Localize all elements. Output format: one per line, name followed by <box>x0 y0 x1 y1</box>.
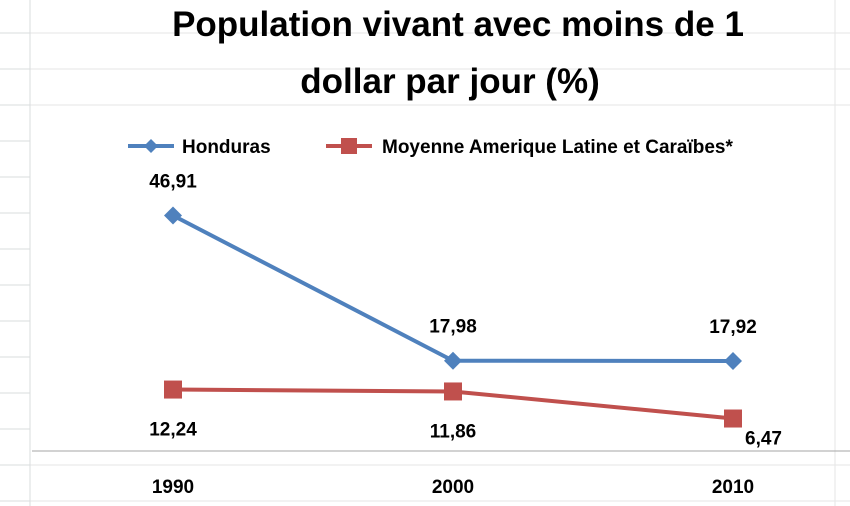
legend-label-series-1: Honduras <box>182 137 271 158</box>
x-tick-label-2010: 2010 <box>712 477 754 498</box>
data-label-series-1-1990: 46,91 <box>149 172 197 193</box>
point-series-2-2000[interactable] <box>444 382 462 401</box>
legend-marker-square <box>341 138 357 154</box>
legend-marker-diamond <box>144 139 158 153</box>
point-series-2-2010[interactable] <box>724 409 742 428</box>
data-label-series-2-1990: 12,24 <box>149 420 197 441</box>
x-tick-label-2000: 2000 <box>432 477 474 498</box>
chart-title: Population vivant avec moins de 1 dollar… <box>172 5 744 101</box>
data-label-series-1-2010: 17,92 <box>709 317 757 338</box>
data-label-series-2-2000: 11,86 <box>430 421 477 442</box>
chart-legend: Honduras Moyenne Amerique Latine et Caraï… <box>128 137 734 158</box>
chart-title-line-2: dollar par jour (%) <box>300 62 599 101</box>
point-series-2-1990[interactable] <box>164 380 182 399</box>
point-series-1-1990[interactable] <box>164 206 182 225</box>
chart-series <box>164 206 742 428</box>
chart-title-line-1: Population vivant avec moins de 1 <box>172 5 744 44</box>
chart-data-labels: 46,91 17,98 17,92 12,24 11,86 6,47 <box>149 172 782 450</box>
data-label-series-1-2000: 17,98 <box>429 317 477 338</box>
line-series-1 <box>172 213 734 364</box>
data-label-series-2-2010: 6,47 <box>745 429 782 450</box>
x-axis-tick-labels: 1990 2000 2010 <box>152 477 754 498</box>
x-tick-label-1990: 1990 <box>152 477 194 498</box>
point-series-1-2000[interactable] <box>444 351 462 370</box>
point-series-1-2010[interactable] <box>724 352 742 371</box>
legend-label-series-2: Moyenne Amerique Latine et Caraïbes* <box>382 137 734 158</box>
